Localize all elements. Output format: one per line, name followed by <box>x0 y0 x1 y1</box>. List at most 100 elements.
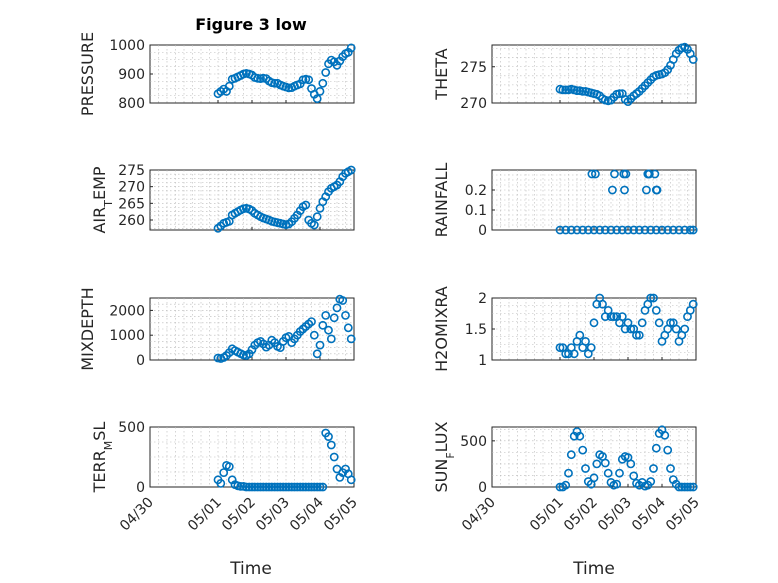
data-point <box>564 468 573 478</box>
data-point <box>318 482 328 492</box>
data-point <box>307 317 316 326</box>
data-point <box>685 225 695 235</box>
y-axis-label: RAINFALL <box>432 163 451 238</box>
y-tick-label: 260 <box>118 213 145 229</box>
data-point <box>578 225 588 235</box>
data-point <box>581 464 590 473</box>
data-point <box>575 330 585 340</box>
x-axis-label-right: Time <box>572 559 615 579</box>
plot-area <box>491 169 697 231</box>
data-point <box>561 480 571 490</box>
data-point <box>626 459 636 469</box>
figure-title: Figure 3 low <box>195 15 307 34</box>
data-point <box>688 55 698 64</box>
data-point <box>578 87 588 96</box>
subplot-theta: 270 275 THETA <box>432 42 698 112</box>
y-tick-label: 0.2 <box>465 183 487 199</box>
data-point <box>329 452 339 462</box>
y-axis-label: H2OMIXRA <box>432 286 451 372</box>
data-point <box>634 225 644 235</box>
data-point <box>561 349 571 359</box>
data-point <box>666 464 675 473</box>
data-point <box>612 479 622 489</box>
data-point <box>558 85 568 95</box>
data-point <box>591 169 600 179</box>
data-point <box>660 430 670 440</box>
data-point <box>606 312 616 321</box>
data-point <box>292 482 302 492</box>
subplot-pressure: 800 900 1000 PRESSURE <box>78 32 356 116</box>
data-point <box>270 482 280 492</box>
data-point <box>589 473 599 483</box>
data-point <box>663 225 673 235</box>
y-tick-label: 2 <box>478 291 487 307</box>
subplot-rainfall: 0 0.1 0.2 RAINFALL <box>432 163 698 239</box>
data-point <box>589 225 599 235</box>
y-tick-label: 0 <box>478 480 487 496</box>
data-point <box>250 482 260 492</box>
data-point <box>278 482 288 492</box>
data-point <box>281 482 291 492</box>
data-point <box>652 185 662 195</box>
data-point <box>566 225 576 235</box>
data-point <box>623 225 633 235</box>
data-point <box>674 482 684 492</box>
y-tick-label: 1.5 <box>465 322 487 338</box>
data-point <box>315 482 325 492</box>
data-point <box>312 349 322 359</box>
data-point <box>318 320 328 330</box>
data-point <box>688 225 698 235</box>
y-tick-label: 275 <box>460 60 487 76</box>
y-tick-label: 0 <box>136 480 145 496</box>
y-tick-label: 275 <box>118 163 145 179</box>
data-point <box>646 225 656 235</box>
data-point <box>341 310 350 320</box>
plot-area <box>149 297 355 361</box>
y-tick-label: 900 <box>118 67 145 83</box>
data-point <box>598 299 607 309</box>
data-point <box>610 169 619 179</box>
data-point <box>620 185 629 195</box>
y-tick-label: 0.1 <box>465 203 487 219</box>
data-point <box>312 94 322 104</box>
data-point <box>632 330 641 340</box>
data-point <box>561 85 571 95</box>
data-point <box>343 323 353 333</box>
data-point <box>261 482 271 492</box>
data-point <box>555 343 565 352</box>
data-point <box>680 225 690 235</box>
y-tick-label: 500 <box>118 420 145 436</box>
y-tick-label: 270 <box>460 96 487 112</box>
y-tick-label: 1 <box>478 353 487 369</box>
data-point <box>301 482 311 492</box>
data-point <box>338 296 348 305</box>
data-point <box>256 482 265 492</box>
data-point <box>304 75 314 85</box>
y-tick-label: 2000 <box>109 303 145 319</box>
data-point <box>642 185 651 195</box>
data-point <box>307 482 316 492</box>
data-point <box>244 482 254 492</box>
y-tick-label: 0 <box>136 353 145 369</box>
data-point <box>663 445 673 455</box>
data-point <box>668 225 678 235</box>
data-point <box>555 482 565 492</box>
data-point <box>649 293 658 303</box>
y-tick-label: 1000 <box>109 38 145 54</box>
data-point <box>346 43 356 53</box>
data-point <box>615 468 624 478</box>
data-point <box>569 349 579 359</box>
data-point <box>309 220 319 230</box>
data-point <box>273 482 282 492</box>
data-point <box>677 482 687 492</box>
data-point <box>649 464 658 473</box>
data-point <box>241 482 251 492</box>
data-point <box>267 482 277 492</box>
data-point <box>312 482 322 492</box>
data-point <box>634 330 644 340</box>
data-point <box>683 482 692 492</box>
y-axis-label: PRESSURE <box>78 32 97 116</box>
data-point <box>566 450 576 460</box>
